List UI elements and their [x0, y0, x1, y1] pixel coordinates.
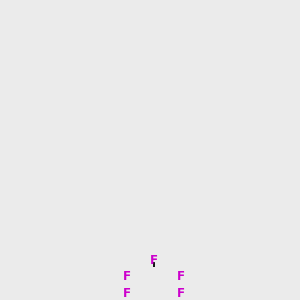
Text: F: F — [122, 270, 130, 283]
Text: F: F — [177, 270, 185, 283]
Text: F: F — [177, 287, 185, 300]
Text: F: F — [122, 287, 130, 300]
Text: F: F — [150, 254, 158, 267]
